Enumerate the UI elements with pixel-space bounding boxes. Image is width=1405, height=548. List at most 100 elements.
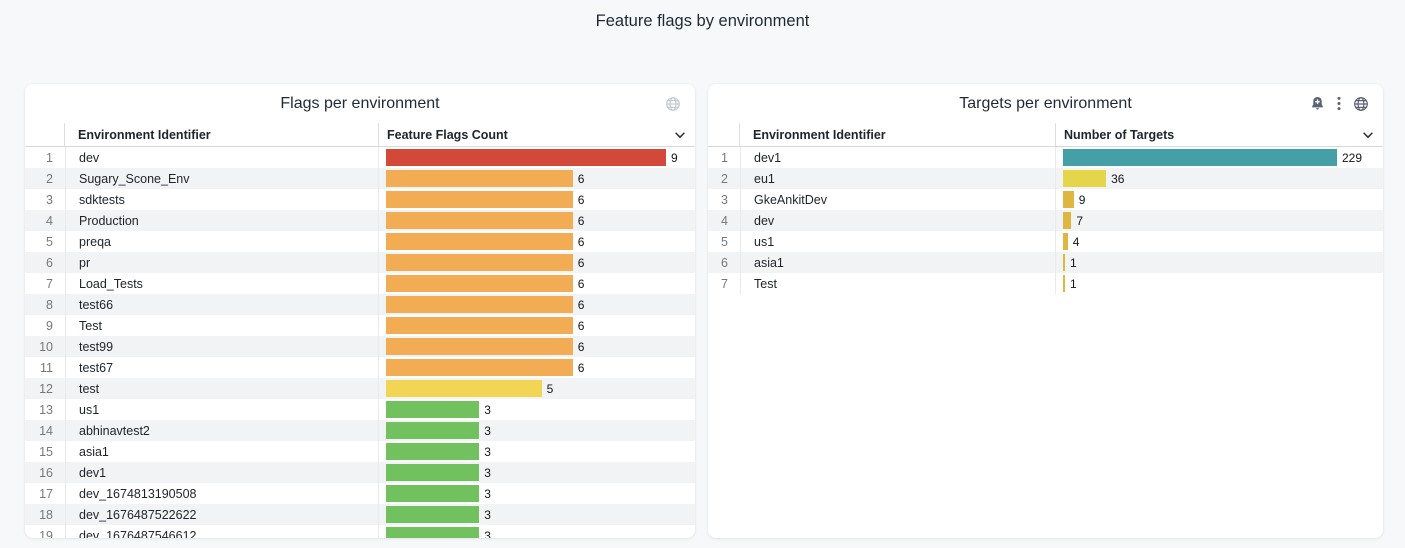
bar-value-label: 6: [577, 171, 585, 186]
environment-column-header[interactable]: Environment Identifier: [753, 127, 886, 142]
table-body: 1 dev1 229 2 eu1 36 3 GkeAnkitDev 9 4 dev 7 5 us1 4 6 as…: [708, 147, 1383, 538]
table-row[interactable]: 8 test66 6: [25, 294, 695, 315]
row-index: 9: [46, 318, 53, 333]
globe-icon[interactable]: [1353, 96, 1369, 112]
table-body: 1 dev 9 2 Sugary_Scone_Env 6 3 sdktests 6 4 Produc…: [25, 147, 695, 538]
row-index: 1: [46, 150, 53, 165]
table-row[interactable]: 1 dev 9: [25, 147, 695, 168]
value-bar: [386, 317, 573, 334]
value-bar: [386, 485, 480, 502]
environment-name: test67: [65, 357, 378, 378]
bar-value-label: 6: [577, 192, 585, 207]
table-row[interactable]: 7 Load_Tests 6: [25, 273, 695, 294]
bar-value-label: 3: [484, 402, 491, 417]
table-row[interactable]: 4 Production 6: [25, 210, 695, 231]
value-column-header[interactable]: Number of Targets: [1055, 123, 1353, 146]
globe-icon[interactable]: [665, 96, 681, 112]
bar-cell: 1: [1055, 252, 1383, 273]
row-index: 2: [721, 171, 728, 186]
table-row[interactable]: 10 test99 6: [25, 336, 695, 357]
value-bar: [386, 170, 573, 187]
bar-value-label: 9: [671, 150, 678, 165]
row-index: 1: [721, 150, 728, 165]
bar-cell: 6: [378, 336, 695, 357]
row-index: 7: [46, 276, 53, 291]
chevron-down-icon[interactable]: [665, 128, 695, 142]
bar-value-label: 6: [577, 213, 585, 228]
table-row[interactable]: 15 asia1 3: [25, 441, 695, 462]
table-header: Environment Identifier Feature Flags Cou…: [25, 123, 695, 147]
kebab-menu-icon[interactable]: [1337, 96, 1341, 111]
table-row[interactable]: 7 Test 1: [708, 273, 1383, 294]
table-row[interactable]: 4 dev 7: [708, 210, 1383, 231]
table-row[interactable]: 2 Sugary_Scone_Env 6: [25, 168, 695, 189]
table-row[interactable]: 13 us1 3: [25, 399, 695, 420]
table-row[interactable]: 11 test67 6: [25, 357, 695, 378]
value-bar: [386, 296, 573, 313]
table-row[interactable]: 3 sdktests 6: [25, 189, 695, 210]
table-row[interactable]: 1 dev1 229: [708, 147, 1383, 168]
bar-value-label: 36: [1111, 171, 1125, 186]
table-row[interactable]: 19 dev_1676487546612 3: [25, 525, 695, 538]
table-row[interactable]: 14 abhinavtest2 3: [25, 420, 695, 441]
table-row[interactable]: 16 dev1 3: [25, 462, 695, 483]
environment-name: test: [65, 378, 378, 399]
bell-plus-icon[interactable]: [1310, 96, 1325, 111]
bar-value-label: 6: [577, 318, 585, 333]
table-row[interactable]: 3 GkeAnkitDev 9: [708, 189, 1383, 210]
value-bar: [1063, 275, 1065, 292]
table-row[interactable]: 2 eu1 36: [708, 168, 1383, 189]
chevron-down-icon[interactable]: [1353, 128, 1383, 142]
table-row[interactable]: 18 dev_1676487522622 3: [25, 504, 695, 525]
panel-title: Targets per environment: [959, 94, 1132, 112]
bar-value-label: 3: [484, 444, 491, 459]
row-index-column-header: [708, 123, 740, 146]
row-index: 18: [39, 507, 53, 522]
bar-cell: 36: [1055, 168, 1383, 189]
table-row[interactable]: 17 dev_1674813190508 3: [25, 483, 695, 504]
value-bar: [386, 149, 666, 166]
environment-name: asia1: [65, 441, 378, 462]
table-row[interactable]: 12 test 5: [25, 378, 695, 399]
table-row[interactable]: 5 preqa 6: [25, 231, 695, 252]
value-bar: [386, 527, 480, 538]
bar-value-label: 3: [484, 528, 491, 539]
row-index: 12: [39, 381, 53, 396]
bar-cell: 6: [378, 231, 695, 252]
bar-cell: 3: [378, 525, 695, 538]
environment-name: us1: [740, 231, 1055, 252]
value-bar: [1063, 170, 1107, 187]
panel-header[interactable]: Flags per environment: [25, 84, 695, 123]
table-row[interactable]: 9 Test 6: [25, 315, 695, 336]
panel-header[interactable]: Targets per environment: [708, 84, 1383, 123]
table-row[interactable]: 6 asia1 1: [708, 252, 1383, 273]
value-bar: [386, 359, 573, 376]
table-row[interactable]: 6 pr 6: [25, 252, 695, 273]
bar-cell: 6: [378, 189, 695, 210]
table-row[interactable]: 5 us1 4: [708, 231, 1383, 252]
value-bar: [386, 254, 573, 271]
bar-cell: 3: [378, 483, 695, 504]
value-bar: [386, 275, 573, 292]
bar-value-label: 6: [577, 234, 585, 249]
environment-column-header[interactable]: Environment Identifier: [78, 127, 211, 142]
row-index: 19: [39, 528, 53, 539]
bar-cell: 3: [378, 420, 695, 441]
environment-name: asia1: [740, 252, 1055, 273]
row-index: 6: [46, 255, 53, 270]
bar-cell: 6: [378, 273, 695, 294]
row-index: 16: [39, 465, 53, 480]
bar-cell: 6: [378, 210, 695, 231]
bar-cell: 3: [378, 504, 695, 525]
bar-value-label: 5: [546, 381, 554, 396]
bar-value-label: 1: [1070, 276, 1077, 291]
bar-cell: 6: [378, 357, 695, 378]
row-index: 11: [40, 360, 53, 375]
bar-cell: 229: [1055, 147, 1383, 168]
environment-name: dev_1676487546612: [65, 525, 378, 538]
value-column-header[interactable]: Feature Flags Count: [378, 123, 665, 146]
environment-name: dev_1674813190508: [65, 483, 378, 504]
row-index: 5: [46, 234, 53, 249]
row-index: 17: [39, 486, 53, 501]
value-bar: [386, 464, 480, 481]
